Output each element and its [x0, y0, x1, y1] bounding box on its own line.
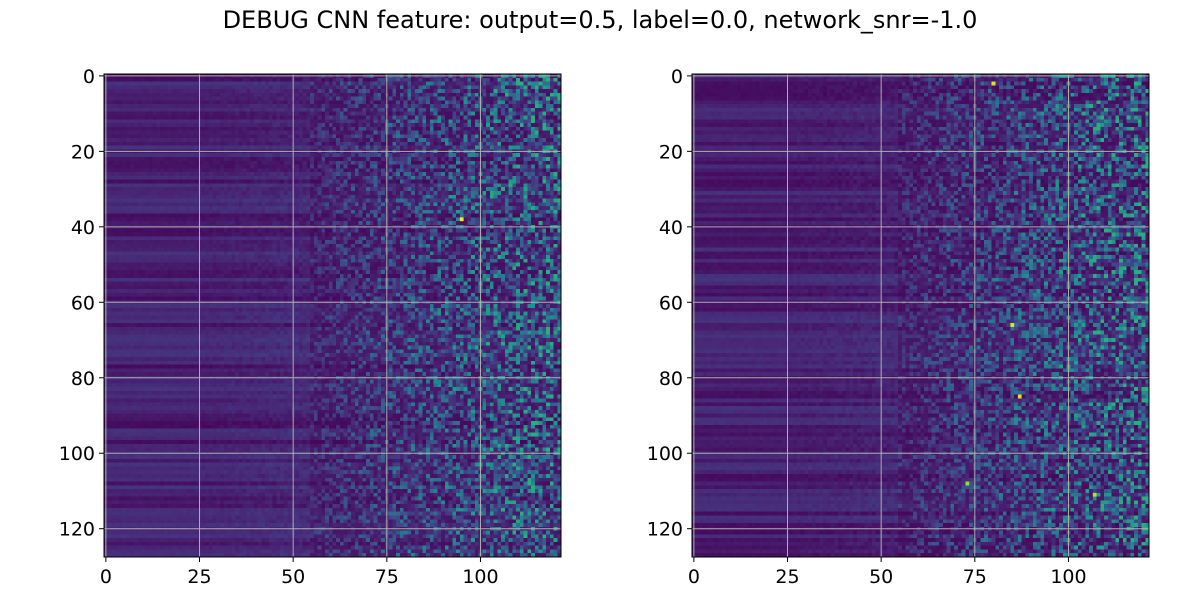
heatmap-panel-left: 0 25 50 75 100 0 20 40 60 80 100 120	[59, 66, 562, 588]
y-tick-label: 100	[59, 443, 95, 465]
y-tick-label: 100	[647, 443, 683, 465]
figure-title: DEBUG CNN feature: output=0.5, label=0.0…	[222, 6, 978, 34]
y-tick-label: 0	[671, 66, 683, 88]
heatmap-bright-cell	[1092, 492, 1097, 497]
heatmap-panel-right: 0 25 50 75 100 0 20 40 60 80 100 120	[647, 66, 1150, 588]
y-tick-label: 40	[659, 217, 683, 239]
y-tick-label: 80	[659, 368, 683, 390]
y-tick-label: 0	[83, 66, 95, 88]
y-tick-label: 120	[59, 519, 95, 541]
heatmap-bright-cell	[965, 481, 970, 486]
heatmap-bright-cell	[1010, 323, 1015, 327]
x-tick-label: 0	[100, 566, 112, 588]
heatmap-bright-cell	[459, 217, 464, 222]
y-tick-label: 60	[71, 292, 95, 314]
y-tick-label: 20	[659, 141, 683, 163]
x-tick-label: 100	[462, 566, 498, 588]
y-tick-label: 80	[71, 368, 95, 390]
heatmap-bright-cell	[1017, 394, 1022, 399]
y-tick-label: 60	[659, 292, 683, 314]
x-tick-label: 50	[869, 566, 893, 588]
y-tick-label: 40	[71, 217, 95, 239]
heatmap-image	[104, 74, 561, 557]
axes-frame	[691, 73, 1150, 558]
x-tick-label: 25	[187, 566, 211, 588]
heatmap-bright-cell	[991, 81, 996, 86]
x-tick-label: 25	[775, 566, 799, 588]
axes-frame	[103, 73, 562, 558]
x-tick-label: 75	[375, 566, 399, 588]
x-tick-label: 0	[688, 566, 700, 588]
x-tick-label: 100	[1050, 566, 1086, 588]
x-tick-label: 50	[281, 566, 305, 588]
heatmap-image	[692, 74, 1149, 557]
y-tick-label: 20	[71, 141, 95, 163]
x-tick-label: 75	[963, 566, 987, 588]
y-tick-label: 120	[647, 519, 683, 541]
